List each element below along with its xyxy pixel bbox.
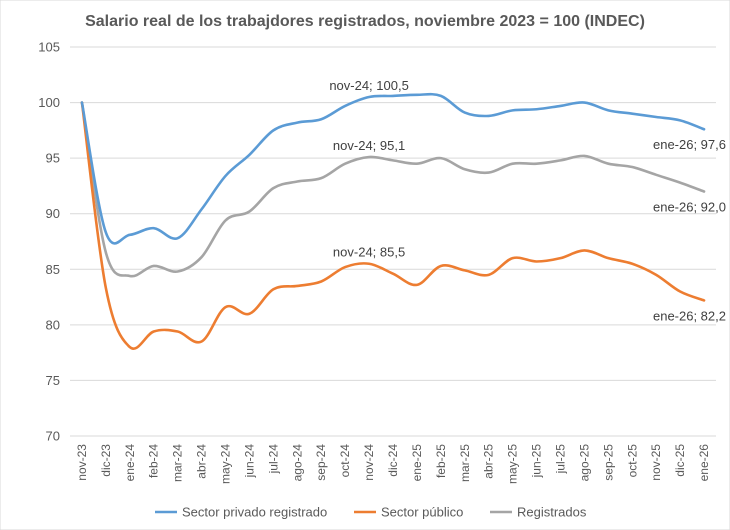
data-label: ene-26; 97,6 [653,137,726,152]
x-tick-label: sep-24 [314,444,328,481]
x-tick-label: abr-25 [482,444,496,479]
x-tick-label: oct-24 [338,444,352,478]
x-tick-label: nov-24 [362,444,376,481]
x-tick-label: abr-24 [195,444,209,479]
data-label: ene-26; 92,0 [653,199,726,214]
x-tick-label: ene-26 [697,444,711,482]
x-tick-label: ago-25 [577,444,591,482]
x-tick-label: jun-24 [242,444,256,479]
x-tick-label: nov-23 [75,444,89,481]
legend-label: Sector público [381,505,463,520]
y-tick-label: 105 [38,40,60,55]
x-tick-label: mar-24 [171,444,185,482]
y-tick-label: 95 [46,151,60,166]
data-label: nov-24; 95,1 [333,138,405,153]
x-tick-label: jun-25 [530,444,544,479]
x-tick-label: dic-23 [99,444,113,477]
x-tick-label: jul-25 [553,444,567,475]
x-tick-label: feb-25 [434,444,448,478]
y-tick-label: 85 [46,262,60,277]
gridlines [70,46,716,437]
data-label: nov-24; 100,5 [329,78,409,93]
series-line-1 [80,101,706,350]
y-tick-label: 75 [46,373,60,388]
x-tick-label: feb-24 [147,444,161,478]
x-tick-label: may-25 [506,444,520,484]
y-tick-label: 80 [46,317,60,332]
data-label: nov-24; 85,5 [333,245,405,260]
legend-label: Registrados [517,505,587,520]
data-label: ene-26; 82,2 [653,308,726,323]
x-tick-label: jul-24 [266,444,280,475]
x-tick-label: mar-25 [458,444,472,482]
x-tick-label: ago-24 [290,444,304,482]
series-line-2 [80,101,706,278]
x-tick-label: dic-25 [673,444,687,477]
x-tick-label: may-24 [219,444,233,484]
x-tick-label: dic-24 [386,444,400,477]
y-tick-label: 70 [46,429,60,444]
legend-label: Sector privado registrado [182,505,327,520]
data-annotations: nov-24; 100,5 ene-26; 97,6 nov-24; 95,1 ene… [329,78,726,323]
x-tick-label: sep-25 [601,444,615,481]
series-line-0 [80,92,706,245]
x-tick-label: oct-25 [625,444,639,478]
y-tick-label: 90 [46,206,60,221]
chart-title: Salario real de los trabajdores registra… [85,13,645,30]
y-axis-ticks: 70 75 80 85 90 95 100 105 [38,40,60,444]
x-tick-label: nov-25 [649,444,663,481]
x-tick-label: ene-24 [123,444,137,482]
x-tick-label: ene-25 [410,444,424,482]
y-tick-label: 100 [38,95,60,110]
series-lines [80,92,706,350]
x-axis-ticks: nov-23 dic-23 ene-24 feb-24 mar-24 abr-24 may-… [75,444,711,484]
legend: Sector privado registrado Sector público R… [155,505,587,520]
